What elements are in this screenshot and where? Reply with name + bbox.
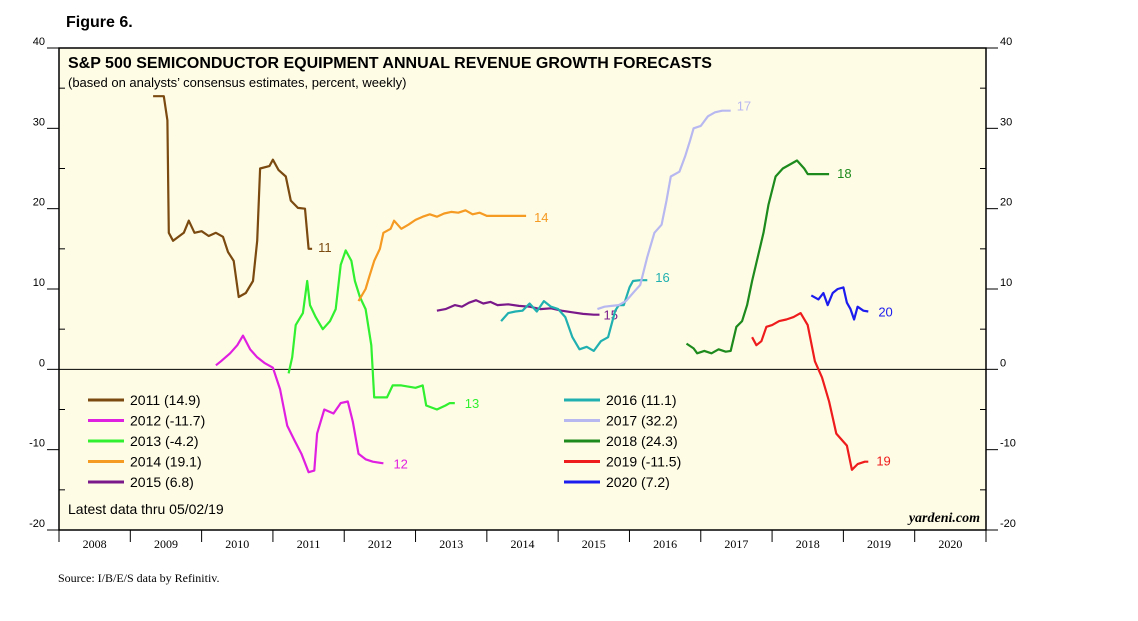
series-line-2016 [500,279,648,352]
series-line-2017 [597,109,731,311]
series-end-label-2012: 12 [393,456,407,471]
y-tick-label-left: 0 [39,357,45,369]
y-tick-label-left: 40 [33,36,45,48]
chart-title: S&P 500 SEMICONDUCTOR EQUIPMENT ANNUAL R… [68,55,712,72]
x-tick-label: 2020 [938,537,962,551]
plot-area [58,47,987,531]
y-tick-label-right: 0 [1000,357,1006,369]
series-line-2015 [436,299,600,316]
legend-label-2017: 2017 (32.2) [606,413,678,429]
series-end-label-2018: 18 [837,166,851,181]
y-tick-label-left: -10 [29,438,45,450]
series-end-label-2017: 17 [737,99,751,114]
latest-data-note: Latest data thru 05/02/19 [68,501,224,517]
legend-label-2020: 2020 (7.2) [606,474,670,490]
x-tick-label: 2014 [511,537,535,551]
x-tick-label: 2019 [867,537,891,551]
figure-label: Figure 6. [66,14,133,31]
legend-label-2011: 2011 (14.9) [130,392,201,408]
series-end-label-2020: 20 [878,304,892,319]
series-end-label-2011: 11 [318,240,332,255]
series-end-label-2014: 14 [534,210,548,225]
x-tick-label: 2017 [724,537,748,551]
y-tick-label-right: 20 [1000,197,1012,209]
chart-subtitle: (based on analysts’ consensus estimates,… [68,75,406,90]
series-line-2013 [287,249,455,411]
series-end-label-2019: 19 [876,454,890,469]
x-tick-label: 2011 [297,537,321,551]
x-tick-label: 2016 [653,537,677,551]
series-line-2019 [751,312,869,471]
x-tick-label: 2009 [154,537,178,551]
y-tick-label-right: -10 [1000,438,1016,450]
series-end-label-2013: 13 [465,396,479,411]
y-tick-label-left: 20 [33,197,45,209]
legend-label-2018: 2018 (24.3) [606,433,678,449]
y-tick-label-right: 10 [1000,277,1012,289]
series-line-2020 [810,286,869,321]
legend-label-2014: 2014 (19.1) [130,454,202,470]
x-tick-label: 2013 [439,537,463,551]
legend-label-2012: 2012 (-11.7) [130,413,205,429]
x-tick-label: 2008 [83,537,107,551]
x-tick-label: 2015 [582,537,606,551]
watermark: yardeni.com [907,511,980,526]
y-tick-label-left: 10 [33,277,45,289]
y-tick-label-left: 30 [33,116,45,128]
legend-label-2013: 2013 (-4.2) [130,433,198,449]
x-tick-label: 2018 [796,537,820,551]
x-tick-label: 2010 [225,537,249,551]
x-tick-label: 2012 [368,537,392,551]
series-line-2014 [357,209,527,302]
y-tick-label-right: 40 [1000,36,1012,48]
y-tick-label-right: 30 [1000,116,1012,128]
y-tick-label-left: -20 [29,518,45,530]
series-end-label-2016: 16 [655,270,669,285]
series-line-2011 [153,95,313,299]
legend-label-2015: 2015 (6.8) [130,474,194,490]
legend-label-2019: 2019 (-11.5) [606,454,681,470]
series-line-2012 [215,334,384,474]
source-note: Source: I/B/E/S data by Refinitiv. [58,571,220,585]
series-line-2018 [685,159,830,355]
legend-label-2016: 2016 (11.1) [606,392,677,408]
y-tick-label-right: -20 [1000,518,1016,530]
